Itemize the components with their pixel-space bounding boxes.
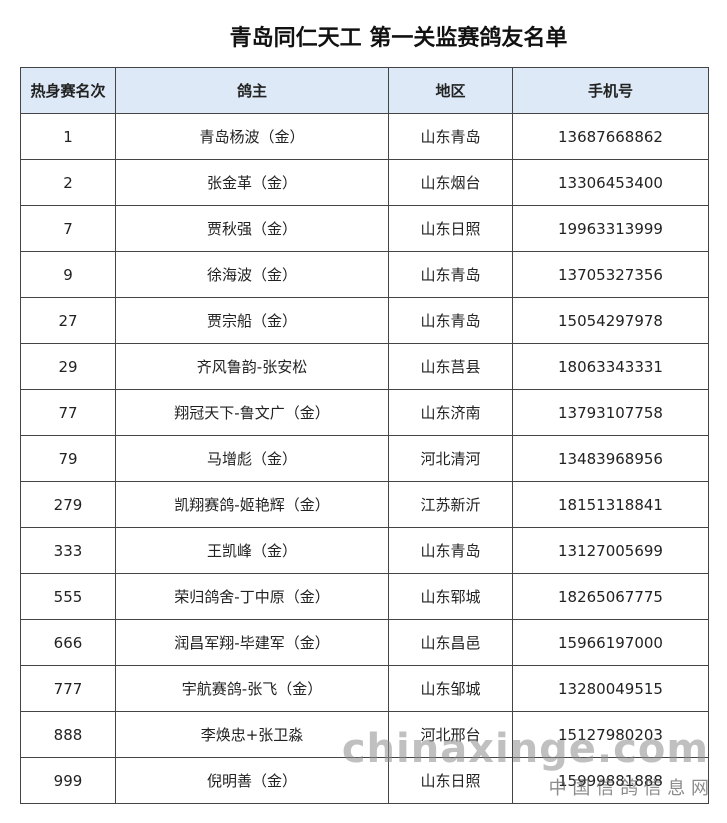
table-cell: 青岛杨波（金） <box>115 113 389 160</box>
table-row: 7 贾秋强（金） 山东日照 19963313999 <box>20 205 709 252</box>
table-cell: 13705327356 <box>512 251 709 298</box>
column-header: 地区 <box>388 67 513 114</box>
table-cell: 13687668862 <box>512 113 709 160</box>
table-cell: 徐海波（金） <box>115 251 389 298</box>
table-cell: 贾秋强（金） <box>115 205 389 252</box>
table-cell: 18265067775 <box>512 573 709 620</box>
table-cell: 333 <box>20 527 116 574</box>
table-cell: 山东日照 <box>388 757 513 804</box>
table-row: 1 青岛杨波（金） 山东青岛 13687668862 <box>20 113 709 160</box>
column-header: 鸽主 <box>115 67 389 114</box>
table-cell: 宇航赛鸽-张飞（金） <box>115 665 389 712</box>
header-row: 热身赛名次 鸽主 地区 手机号 <box>20 67 709 114</box>
table-cell: 山东青岛 <box>388 251 513 298</box>
table-cell: 999 <box>20 757 116 804</box>
table-cell: 山东昌邑 <box>388 619 513 666</box>
table-cell: 555 <box>20 573 116 620</box>
table-cell: 山东莒县 <box>388 343 513 390</box>
table-cell: 王凯峰（金） <box>115 527 389 574</box>
table-cell: 贾宗船（金） <box>115 297 389 344</box>
table-cell: 666 <box>20 619 116 666</box>
table-cell: 777 <box>20 665 116 712</box>
table-cell: 27 <box>20 297 116 344</box>
table-cell: 马增彪（金） <box>115 435 389 482</box>
table-cell: 齐风鲁韵-张安松 <box>115 343 389 390</box>
table-row: 77 翔冠天下-鲁文广（金） 山东济南 13793107758 <box>20 389 709 436</box>
table-cell: 9 <box>20 251 116 298</box>
table-cell: 2 <box>20 159 116 206</box>
table-cell: 凯翔赛鸽-姬艳辉（金） <box>115 481 389 528</box>
table-cell: 张金革（金） <box>115 159 389 206</box>
table-cell: 18151318841 <box>512 481 709 528</box>
table-row: 555 荣归鸽舍-丁中原（金） 山东郓城 18265067775 <box>20 573 709 620</box>
table-cell: 13483968956 <box>512 435 709 482</box>
table-cell: 李焕忠+张卫淼 <box>115 711 389 758</box>
table-row: 999 倪明善（金） 山东日照 15999881888 <box>20 757 709 804</box>
table-cell: 15999881888 <box>512 757 709 804</box>
table-cell: 山东青岛 <box>388 113 513 160</box>
table-cell: 山东郓城 <box>388 573 513 620</box>
table-cell: 15127980203 <box>512 711 709 758</box>
table-row: 777 宇航赛鸽-张飞（金） 山东邹城 13280049515 <box>20 665 709 712</box>
watermark-subtext: 中 国 信 鸽 信 息 网 <box>548 778 709 799</box>
table-cell: 翔冠天下-鲁文广（金） <box>115 389 389 436</box>
column-header: 热身赛名次 <box>20 67 116 114</box>
table-row: 9 徐海波（金） 山东青岛 13705327356 <box>20 251 709 298</box>
table-cell: 河北清河 <box>388 435 513 482</box>
table-row: 29 齐风鲁韵-张安松 山东莒县 18063343331 <box>20 343 709 390</box>
table-cell: 江苏新沂 <box>388 481 513 528</box>
table-cell: 润昌军翔-毕建军（金） <box>115 619 389 666</box>
table-cell: 15054297978 <box>512 297 709 344</box>
table-cell: 倪明善（金） <box>115 757 389 804</box>
table-body: 1 青岛杨波（金） 山东青岛 13687668862 2 张金革（金） 山东烟台 133064… <box>20 113 709 804</box>
table-cell: 19963313999 <box>512 205 709 252</box>
table-row: 27 贾宗船（金） 山东青岛 15054297978 <box>20 297 709 344</box>
table-cell: 13127005699 <box>512 527 709 574</box>
table-row: 666 润昌军翔-毕建军（金） 山东昌邑 15966197000 <box>20 619 709 666</box>
table-row: 888 李焕忠+张卫淼 河北邢台 15127980203 <box>20 711 709 758</box>
table-cell: 山东邹城 <box>388 665 513 712</box>
table-cell: 山东青岛 <box>388 527 513 574</box>
table-cell: 山东济南 <box>388 389 513 436</box>
table-cell: 山东青岛 <box>388 297 513 344</box>
table-cell: 79 <box>20 435 116 482</box>
table-row: 79 马增彪（金） 河北清河 13483968956 <box>20 435 709 482</box>
table-cell: 18063343331 <box>512 343 709 390</box>
watermark: chinaxinge.com <box>341 726 709 772</box>
table-row: 279 凯翔赛鸽-姬艳辉（金） 江苏新沂 18151318841 <box>20 481 709 528</box>
table-row: 333 王凯峰（金） 山东青岛 13127005699 <box>20 527 709 574</box>
table-cell: 279 <box>20 481 116 528</box>
title: 青岛同仁天工 第一关监赛鸽友名单 <box>229 26 568 51</box>
table: 热身赛名次 鸽主 地区 手机号 1 青岛杨波（金） 山东青岛 13687668862 2 张金革… <box>20 67 709 804</box>
table-cell: 荣归鸽舍-丁中原（金） <box>115 573 389 620</box>
table-cell: 山东烟台 <box>388 159 513 206</box>
column-header: 手机号 <box>512 67 709 114</box>
table-row: 2 张金革（金） 山东烟台 13306453400 <box>20 159 709 206</box>
table-cell: 山东日照 <box>388 205 513 252</box>
table-cell: 888 <box>20 711 116 758</box>
table-cell: 15966197000 <box>512 619 709 666</box>
table-cell: 13280049515 <box>512 665 709 712</box>
table-cell: 29 <box>20 343 116 390</box>
table-cell: 13793107758 <box>512 389 709 436</box>
table-cell: 77 <box>20 389 116 436</box>
table-cell: 13306453400 <box>512 159 709 206</box>
table-cell: 1 <box>20 113 116 160</box>
table-cell: 7 <box>20 205 116 252</box>
